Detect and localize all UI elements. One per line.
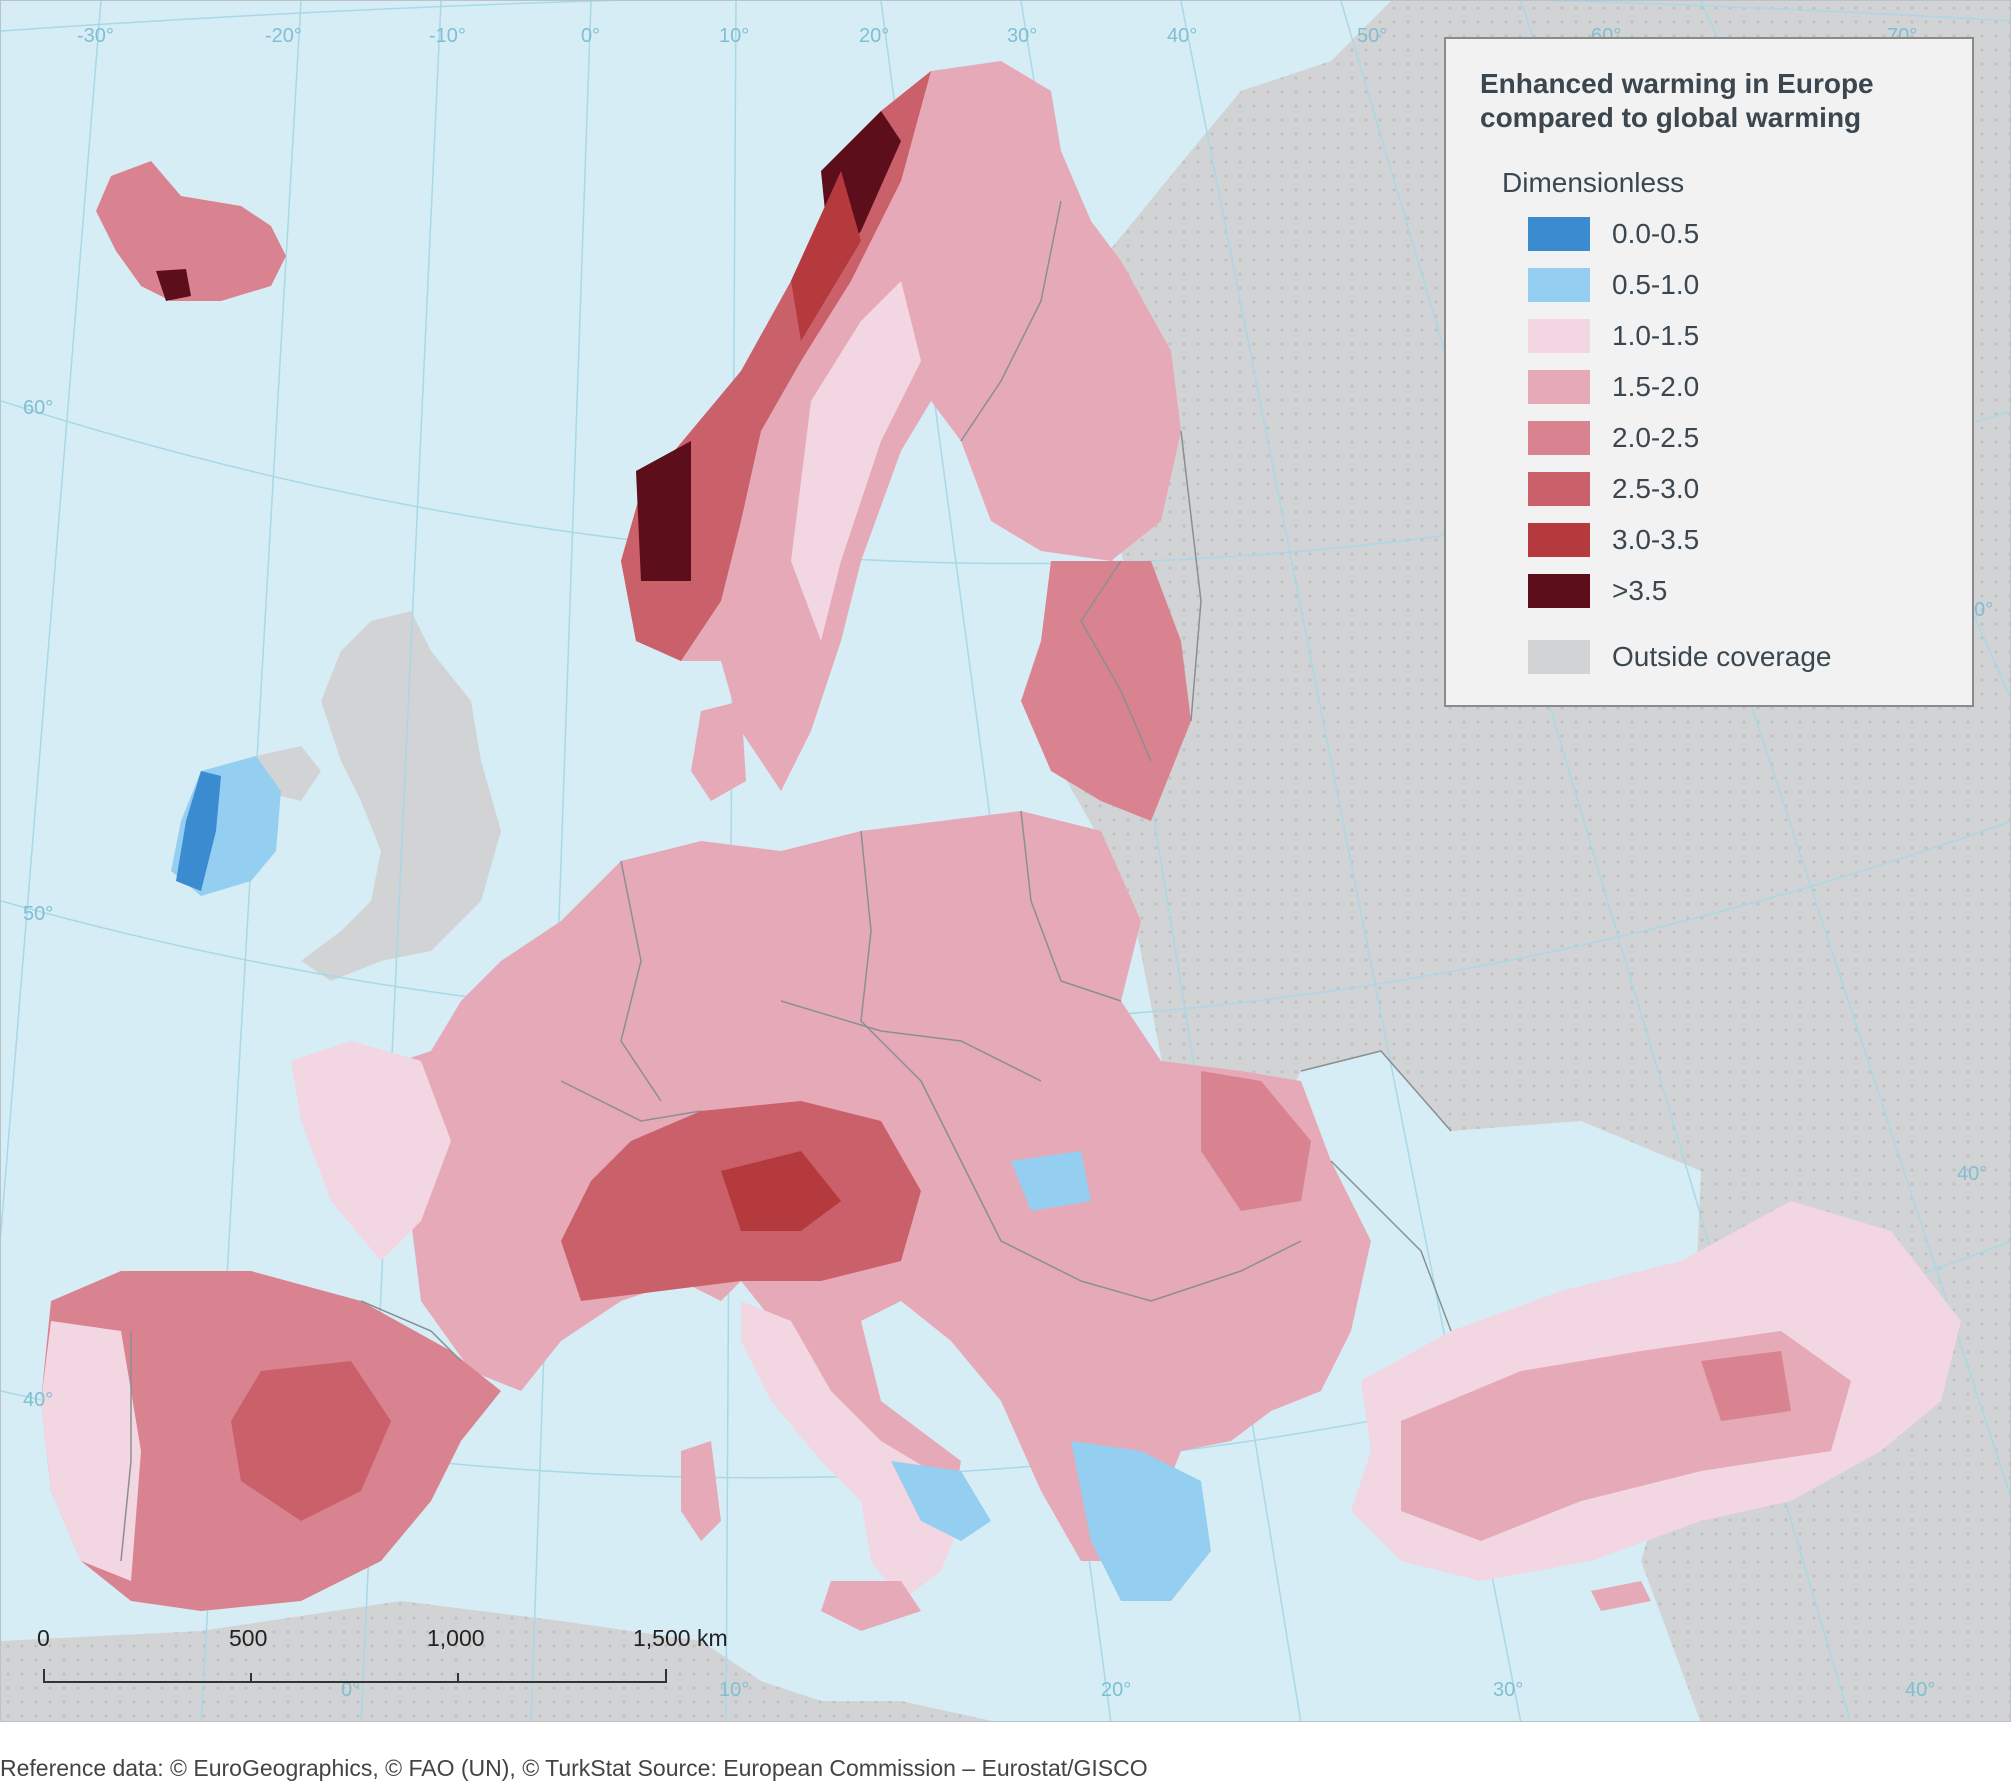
legend-swatch — [1528, 640, 1590, 674]
legend-label: >3.5 — [1612, 575, 1668, 606]
scale-bar — [43, 1669, 667, 1683]
graticule-label: 10° — [719, 25, 750, 47]
graticule-label: 20° — [859, 25, 890, 47]
graticule-label: 0° — [581, 25, 601, 47]
legend-swatch — [1528, 574, 1590, 608]
map-frame: -30° -20° -10° 0° 10° 20° 30° 40° 50° 60… — [0, 0, 2011, 1722]
legend-label: 3.0-3.5 — [1612, 524, 1700, 555]
scale-label: 1,000 — [427, 1625, 485, 1651]
graticule-label: 60° — [23, 397, 54, 419]
legend-label: 2.0-2.5 — [1612, 422, 1700, 453]
graticule-label: 50° — [23, 903, 54, 925]
graticule-label: 40° — [1905, 1679, 1936, 1701]
graticule-label: 30° — [1007, 25, 1038, 47]
graticule-label: -30° — [77, 25, 114, 47]
legend-swatch — [1528, 370, 1590, 404]
graticule-label: 40° — [1957, 1163, 1988, 1185]
greece — [1071, 1441, 1211, 1601]
legend-swatch — [1528, 268, 1590, 302]
legend-swatch — [1528, 421, 1590, 455]
legend-label: 0.5-1.0 — [1612, 269, 1700, 300]
italy — [741, 1301, 961, 1601]
coverage-regions — [41, 61, 1961, 1631]
graticule-label: -10° — [429, 25, 466, 47]
legend: Enhanced warming in Europe compared to g… — [1444, 37, 1974, 707]
legend-label: 1.5-2.0 — [1612, 371, 1700, 402]
legend-label: Outside coverage — [1612, 641, 1832, 672]
denmark — [691, 701, 746, 801]
graticule-label: 40° — [1167, 25, 1198, 47]
graticule-label: 40° — [23, 1389, 54, 1411]
scale-label: 0 — [37, 1625, 50, 1651]
footer-credits: Reference data: © EuroGeographics, © FAO… — [0, 1755, 1148, 1781]
legend-label: 0.0-0.5 — [1612, 218, 1700, 249]
scale-label: 1,500 km — [633, 1625, 728, 1651]
legend-swatch — [1528, 319, 1590, 353]
scandinavia — [621, 61, 1181, 791]
graticule-label: 0° — [341, 1679, 361, 1701]
legend-title: Enhanced warming in Europe compared to g… — [1480, 68, 1874, 133]
graticule-label: 50° — [1357, 25, 1388, 47]
iceland — [96, 161, 286, 301]
scale-label: 500 — [229, 1625, 268, 1651]
graticule-label: -20° — [265, 25, 302, 47]
legend-unit: Dimensionless — [1502, 167, 1685, 198]
legend-swatch — [1528, 217, 1590, 251]
graticule-label: 30° — [1493, 1679, 1524, 1701]
graticule-label: 10° — [719, 1679, 750, 1701]
graticule-label: 20° — [1101, 1679, 1132, 1701]
legend-swatch — [1528, 472, 1590, 506]
legend-label: 1.0-1.5 — [1612, 320, 1700, 351]
country-borders — [120, 200, 1452, 1562]
legend-label: 2.5-3.0 — [1612, 473, 1700, 504]
legend-swatch — [1528, 523, 1590, 557]
